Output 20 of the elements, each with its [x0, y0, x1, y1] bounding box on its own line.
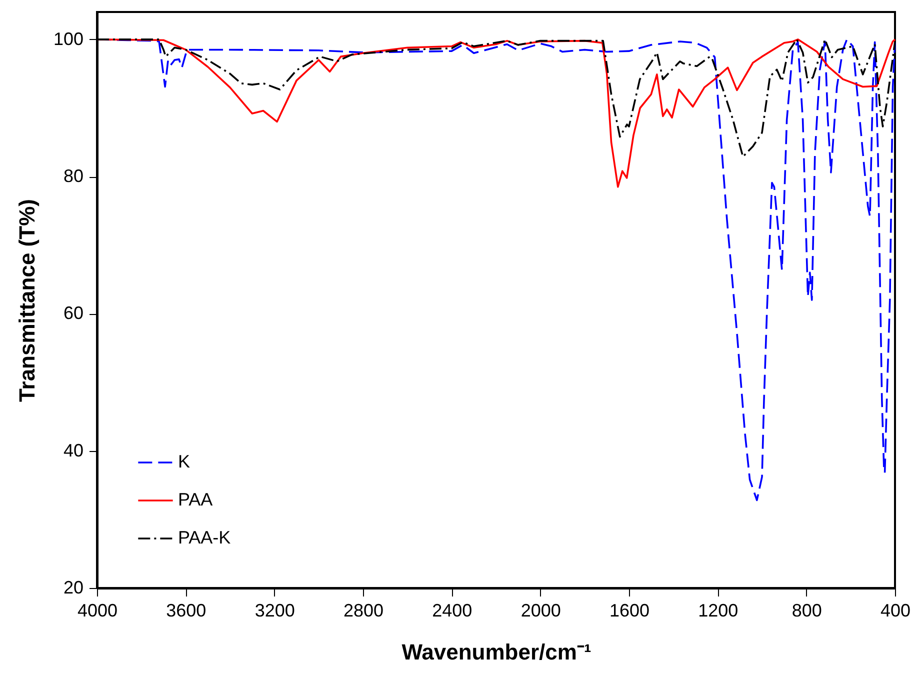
- x-tick-label: 2800: [343, 600, 384, 620]
- x-tick-label: 1200: [698, 600, 738, 620]
- x-axis-title: Wavenumber/cm⁻¹: [402, 640, 592, 664]
- x-tick-label: 1600: [609, 600, 650, 620]
- y-tick-label: 60: [63, 303, 84, 324]
- legend-label: PAA-K: [178, 528, 231, 548]
- y-tick-label: 20: [63, 578, 84, 598]
- x-tick-label: 2000: [520, 600, 561, 620]
- y-tick-label: 40: [63, 440, 84, 460]
- y-tick-label: 100: [53, 28, 84, 49]
- x-tick-label: 3600: [166, 600, 206, 620]
- x-tick-label: 800: [792, 600, 822, 620]
- legend-label: K: [178, 452, 190, 472]
- x-tick-label: 3200: [254, 600, 295, 620]
- y-axis-title: Transmittance (T%): [14, 199, 40, 402]
- x-tick-label: 4000: [77, 600, 118, 620]
- x-tick-label: 2400: [432, 600, 472, 620]
- legend-label: PAA: [178, 490, 213, 510]
- y-tick-label: 80: [63, 166, 84, 186]
- x-tick-label: 400: [880, 600, 911, 620]
